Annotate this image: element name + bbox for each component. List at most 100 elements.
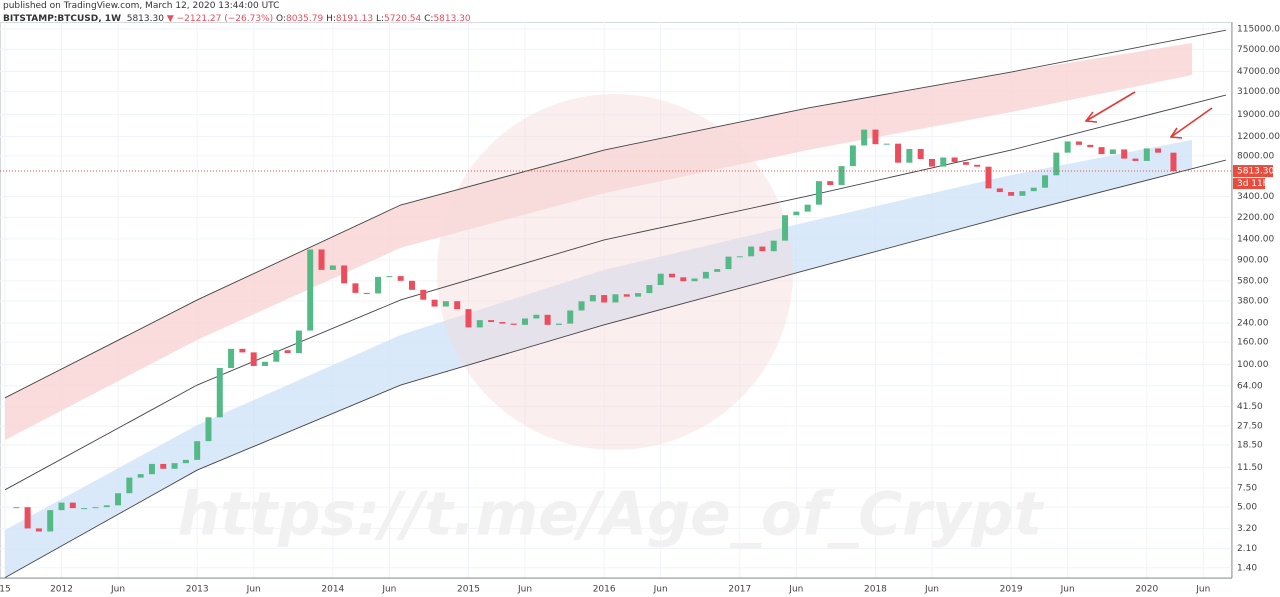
header: published on TradingView.com, March 12, … <box>3 0 471 26</box>
candle <box>544 314 551 325</box>
y-tick-label: 380.00 <box>1237 296 1269 306</box>
candle <box>329 265 336 270</box>
candle <box>782 215 789 241</box>
candle <box>804 204 811 212</box>
change: ▼ −2121.27 (−26.73%) <box>166 14 274 24</box>
candle <box>307 249 314 331</box>
x-tick-label: 2013 <box>186 585 209 595</box>
candle <box>668 273 675 278</box>
logo-watermark <box>437 94 793 450</box>
watermark: https://t.me/Age_of_Crypt <box>178 480 1045 550</box>
candle <box>1170 152 1177 172</box>
candle <box>1030 187 1037 192</box>
y-tick-label: 75000.00 <box>1237 45 1280 55</box>
candle <box>657 273 664 286</box>
x-tick-label: Jun <box>1060 585 1075 595</box>
symbol: BITSTAMP:BTCUSD, 1W <box>3 14 121 24</box>
candle <box>1109 149 1116 155</box>
candle <box>510 323 517 325</box>
price-tag-label: 5813.30 <box>1237 167 1274 177</box>
candle <box>827 181 834 185</box>
y-tick-label: 1.40 <box>1237 563 1257 573</box>
candle <box>24 507 31 529</box>
ohlc-value: 5813.30 <box>433 14 471 24</box>
x-tick-label: Jun <box>653 585 668 595</box>
channel-band <box>5 139 1192 578</box>
y-tick-label: 900.00 <box>1237 255 1269 265</box>
x-tick-label: 2018 <box>864 585 887 595</box>
countdown-label: 3d 11h <box>1237 179 1268 189</box>
candle <box>1075 141 1082 145</box>
candle <box>58 502 65 511</box>
candle <box>578 301 585 311</box>
candle <box>160 463 167 469</box>
candle <box>1087 144 1094 148</box>
y-tick-label: 160.00 <box>1237 338 1269 348</box>
candle <box>13 507 20 509</box>
y-tick-label: 5.00 <box>1237 503 1257 513</box>
candle <box>1143 148 1150 161</box>
candle <box>273 350 280 362</box>
y-tick-label: 3.20 <box>1237 524 1257 534</box>
candle <box>928 158 935 167</box>
candle <box>996 188 1003 193</box>
candle <box>194 441 201 460</box>
arrows <box>1084 91 1213 139</box>
candle <box>318 249 325 270</box>
y-tick-label: 580.00 <box>1237 276 1269 286</box>
candle <box>205 417 212 442</box>
candle <box>962 162 969 165</box>
ohlc-label: L: <box>375 14 385 24</box>
candle <box>295 330 302 354</box>
candle <box>363 292 370 294</box>
candle <box>47 510 54 532</box>
y-tick-label: 8000.00 <box>1237 151 1274 161</box>
y-tick-label: 2.10 <box>1237 544 1257 554</box>
candle <box>567 310 574 324</box>
candle <box>1042 175 1049 188</box>
candle <box>1132 158 1139 161</box>
candle <box>1064 141 1071 153</box>
ohlc-label: C: <box>424 14 434 24</box>
candle <box>770 240 777 252</box>
candle <box>1019 191 1026 196</box>
candle <box>555 323 562 325</box>
candle <box>793 211 800 216</box>
candle <box>861 129 868 146</box>
price-tag <box>1233 165 1273 178</box>
x-tick-label: Jun <box>1195 585 1210 595</box>
candle <box>431 299 438 307</box>
candle <box>985 166 992 189</box>
x-tick-label: 2019 <box>1000 585 1023 595</box>
candle <box>341 265 348 284</box>
arrow <box>1170 107 1213 138</box>
candle <box>917 148 924 159</box>
candle <box>488 320 495 323</box>
y-tick-label: 12000.00 <box>1237 132 1280 142</box>
x-tick-label: Jun <box>924 585 939 595</box>
candle <box>420 289 427 300</box>
candle <box>499 322 506 324</box>
candle <box>216 367 223 418</box>
candle <box>35 528 42 532</box>
candle <box>635 293 642 297</box>
ohlc-value: 5720.54 <box>384 14 422 24</box>
x-tick-label: 15 <box>0 585 11 595</box>
y-tick-label: 115000.00 <box>1237 24 1280 34</box>
candle <box>228 348 235 368</box>
candle <box>736 256 743 258</box>
x-tick-label: 2014 <box>321 585 344 595</box>
candle <box>115 493 122 506</box>
candle <box>352 283 359 293</box>
y-tick-label: 31000.00 <box>1237 87 1280 97</box>
candle <box>815 181 822 205</box>
candle <box>81 508 88 510</box>
last: 5813.30 <box>126 14 164 24</box>
ohlc: O:8035.79 H:8191.13 L:5720.54 C:5813.30 <box>276 14 471 24</box>
candle <box>612 294 619 303</box>
ohlc-value: 8191.13 <box>335 14 374 24</box>
candle <box>1008 192 1015 196</box>
symbol-line: BITSTAMP:BTCUSD, 1W 5813.30 ▼ −2121.27 (… <box>3 13 471 26</box>
candle <box>759 246 766 252</box>
